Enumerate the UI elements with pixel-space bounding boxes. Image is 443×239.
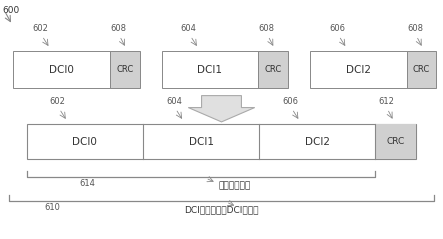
Bar [310, 51, 407, 88]
Text: 606: 606 [282, 97, 298, 106]
Text: 604: 604 [181, 24, 197, 33]
Text: DCI1: DCI1 [198, 65, 222, 75]
Text: 600: 600 [2, 6, 19, 15]
Text: CRC: CRC [116, 65, 133, 74]
Text: DCI0: DCI0 [72, 137, 97, 147]
Bar [407, 51, 436, 88]
Text: 614: 614 [80, 179, 96, 188]
Text: 606: 606 [329, 24, 345, 33]
Text: 608: 608 [259, 24, 275, 33]
Text: DCI0: DCI0 [49, 65, 74, 75]
Text: 组合有效载荷: 组合有效载荷 [219, 182, 251, 191]
Text: 612: 612 [378, 97, 394, 106]
Text: 604: 604 [166, 97, 182, 106]
Bar [27, 124, 416, 159]
Text: 602: 602 [32, 24, 48, 33]
Bar [110, 51, 140, 88]
Text: CRC: CRC [387, 137, 405, 146]
Text: DCI1: DCI1 [189, 137, 214, 147]
Text: DCI2: DCI2 [305, 137, 330, 147]
Text: 610: 610 [44, 203, 60, 212]
Bar [258, 51, 288, 88]
Polygon shape [188, 96, 255, 122]
Text: DCI2: DCI2 [346, 65, 371, 75]
Text: CRC: CRC [413, 65, 430, 74]
Text: 602: 602 [50, 97, 66, 106]
Bar [162, 51, 258, 88]
Text: 608: 608 [407, 24, 423, 33]
Text: DCI背负（第二DCI部分）: DCI背负（第二DCI部分） [184, 206, 259, 215]
Bar [13, 51, 110, 88]
Text: 608: 608 [110, 24, 126, 33]
Text: CRC: CRC [264, 65, 282, 74]
Bar [376, 124, 416, 159]
